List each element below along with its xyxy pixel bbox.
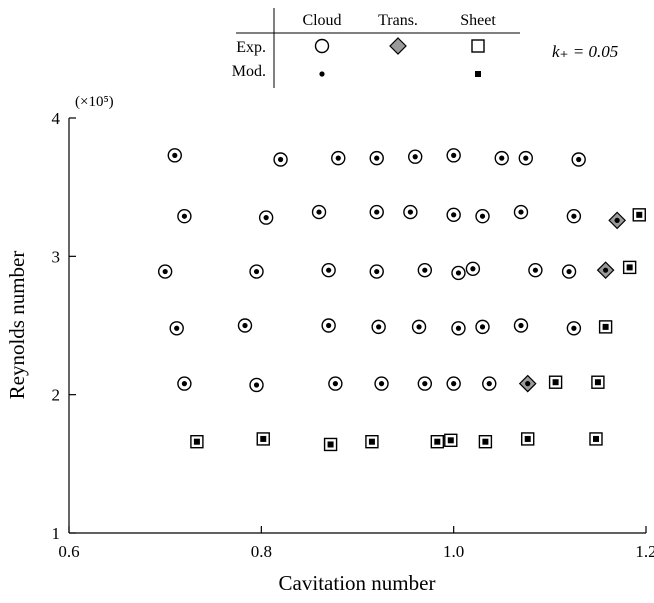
y-axis-title: Reynolds number: [5, 251, 29, 400]
mod-cloud-point: [566, 268, 572, 275]
mod-cloud-point: [470, 266, 476, 272]
mod-cloud-point: [378, 381, 385, 387]
mod-cloud-point: [576, 156, 582, 163]
mod-cloud-point: [455, 270, 462, 276]
legend-mod-sheet-marker: [475, 71, 481, 77]
mod-cloud-point: [326, 267, 332, 273]
mod-cloud-point: [162, 268, 168, 275]
markers: [157, 148, 646, 452]
x-axis-title: Cavitation number: [279, 571, 436, 595]
mod-cloud-point: [416, 324, 422, 330]
mod-sheet-point: [636, 211, 643, 218]
mod-cloud-point: [181, 213, 187, 219]
y-tick-label: 4: [52, 109, 61, 128]
mod-cloud-point: [316, 209, 322, 215]
k-plus-annotation: k₊ = 0.05: [552, 42, 618, 61]
x-tick-label: 0.8: [251, 542, 272, 561]
mod-sheet-point: [482, 438, 489, 445]
mod-cloud-point: [571, 325, 577, 331]
mod-sheet-point: [594, 379, 601, 386]
y-tick-label: 3: [52, 247, 61, 266]
mod-cloud-point: [174, 325, 180, 331]
mod-sheet-point: [524, 435, 531, 442]
mod-cloud-point: [412, 154, 418, 160]
mod-cloud-point: [181, 381, 187, 387]
mod-cloud-point: [486, 381, 492, 387]
y-tick-label: 1: [52, 524, 61, 543]
legend-col-trans: Trans.: [378, 12, 418, 29]
mod-cloud-point: [479, 213, 486, 219]
axes: [68, 118, 646, 534]
mod-cloud-point: [451, 212, 457, 218]
mod-cloud-point: [277, 156, 284, 163]
mod-cloud-point: [374, 268, 380, 275]
mod-cloud-point: [172, 152, 178, 158]
ticks: 0.6 0.8 1.0 1.2 1 2 3 4: [52, 109, 654, 561]
mod-cloud-point: [614, 217, 620, 223]
mod-cloud-point: [523, 155, 529, 161]
mod-cloud-point: [518, 322, 524, 329]
mod-cloud-point: [263, 215, 269, 221]
legend-col-sheet: Sheet: [460, 12, 496, 29]
mod-sheet-point: [193, 438, 200, 445]
mod-cloud-point: [479, 324, 486, 330]
mod-cloud-point: [422, 381, 428, 387]
legend-row-exp: Exp.: [236, 39, 266, 56]
mod-sheet-point: [327, 441, 334, 448]
mod-cloud-point: [326, 322, 332, 329]
x-tick-label: 0.6: [58, 542, 79, 561]
mod-cloud-point: [407, 209, 413, 215]
mod-cloud-point: [451, 152, 457, 158]
mod-cloud-point: [525, 381, 531, 387]
mod-cloud-point: [253, 268, 260, 275]
mod-sheet-point: [260, 435, 267, 442]
mod-cloud-point: [376, 324, 382, 330]
mod-sheet-point: [368, 438, 375, 445]
mod-cloud-point: [455, 325, 462, 331]
mod-sheet-point: [592, 435, 599, 442]
mod-cloud-point: [335, 155, 341, 161]
mod-cloud-point: [253, 382, 260, 388]
mod-cloud-point: [374, 209, 380, 215]
mod-cloud-point: [451, 381, 457, 387]
mod-cloud-point: [374, 155, 380, 161]
legend-row-mod: Mod.: [232, 63, 266, 80]
legend-exp-trans-marker: [389, 37, 407, 55]
legend-exp-sheet-marker: [471, 39, 485, 53]
mod-cloud-point: [603, 267, 609, 273]
mod-sheet-point: [434, 438, 441, 445]
legend: Cloud Trans. Sheet Exp. Mod.: [232, 8, 520, 88]
mod-sheet-point: [447, 437, 454, 444]
mod-cloud-point: [518, 209, 524, 215]
mod-cloud-point: [242, 322, 248, 329]
mod-cloud-point: [532, 267, 539, 273]
mod-cloud-point: [571, 213, 577, 219]
mod-cloud-point: [499, 155, 505, 161]
legend-mod-cloud-marker: [319, 71, 325, 77]
legend-col-cloud: Cloud: [302, 12, 341, 29]
x-tick-label: 1.2: [635, 542, 654, 561]
mod-cloud-point: [422, 267, 428, 273]
mod-sheet-point: [552, 379, 559, 386]
y-tick-label: 2: [52, 386, 61, 405]
x-tick-label: 1.0: [443, 542, 464, 561]
mod-sheet-point: [602, 323, 609, 330]
mod-sheet-point: [626, 264, 633, 271]
legend-exp-cloud-marker: [314, 38, 330, 54]
y-multiplier-label: (×10⁵): [75, 94, 114, 110]
mod-cloud-point: [332, 381, 338, 387]
